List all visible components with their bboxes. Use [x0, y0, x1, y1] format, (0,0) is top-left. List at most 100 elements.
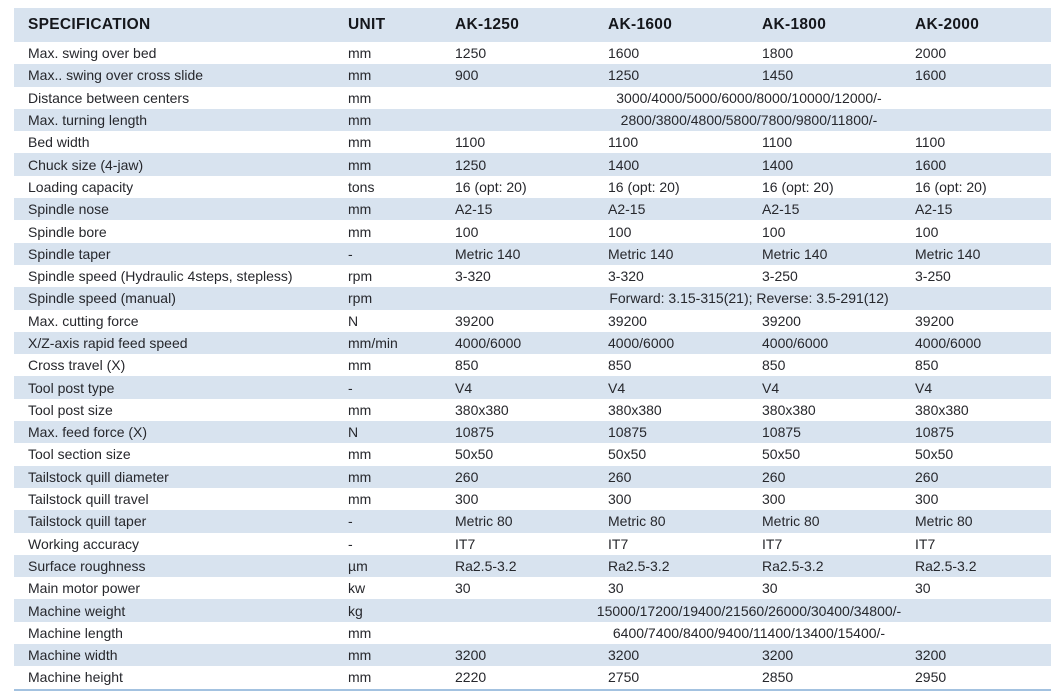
table-row: Tool post size mm 380x380 380x380 380x380 380…: [14, 399, 1051, 421]
spec-cell: Machine width: [28, 647, 118, 664]
value-cell: V4: [915, 379, 933, 396]
value-cell: 4000/6000: [608, 335, 675, 351]
value-cell: Metric 80: [762, 513, 820, 530]
value-cell: 1250: [455, 156, 487, 173]
value-cell: 300: [762, 491, 786, 508]
table-row: Machine length mm 6400/7400/8400/9400/1140…: [14, 622, 1051, 644]
table-row: Surface roughness µm Ra2.5-3.2 Ra2.5-3.2 Ra2…: [14, 554, 1051, 578]
spec-cell: Max. swing over bed: [28, 45, 157, 62]
unit-cell: mm: [348, 201, 372, 218]
unit-cell: mm/min: [348, 335, 398, 351]
table-row: Loading capacity tons 16 (opt: 20) 16 (opt:…: [14, 176, 1051, 198]
unit-cell: -: [348, 535, 353, 552]
value-cell: IT7: [762, 535, 783, 552]
spec-cell: Distance between centers: [28, 89, 190, 106]
value-cell: Ra2.5-3.2: [915, 557, 977, 574]
header-row: SPECIFICATION UNIT AK-1250 AK-1600 AK-1800 AK…: [14, 8, 1051, 42]
unit-cell: tons: [348, 178, 375, 195]
unit-cell: mm: [348, 67, 372, 84]
table-row: Distance between centers mm 3000/4000/5000…: [14, 87, 1051, 109]
unit-cell: mm: [348, 45, 372, 62]
table-row: Max. swing over bed mm 1250 1600 1800 2000: [14, 42, 1051, 64]
spec-cell: Machine weight: [28, 602, 126, 619]
merged-value-cell: 3000/4000/5000/6000/8000/10000/12000/-: [616, 89, 882, 106]
value-cell: 3-320: [455, 268, 491, 285]
unit-cell: mm: [348, 112, 372, 129]
value-cell: 4000/6000: [915, 335, 982, 351]
spec-cell: Cross travel (X): [28, 357, 126, 374]
spec-cell: Spindle speed (manual): [28, 290, 176, 307]
unit-cell: mm: [348, 357, 372, 374]
value-cell: 2000: [915, 45, 947, 62]
table-row: X/Z-axis rapid feed speed mm/min 4000/6000…: [14, 331, 1051, 355]
unit-cell: -: [348, 245, 353, 262]
value-cell: 2950: [915, 669, 947, 686]
value-cell: 30: [608, 580, 624, 597]
table-row: Machine weight kg 15000/17200/19400/21560/…: [14, 599, 1051, 622]
spec-cell: Tailstock quill taper: [28, 513, 147, 530]
value-cell: Metric 80: [455, 513, 513, 530]
value-cell: Ra2.5-3.2: [762, 557, 824, 574]
table-row: Working accuracy - IT7 IT7 IT7 IT7: [14, 533, 1051, 555]
value-cell: 260: [762, 468, 786, 485]
value-cell: 3200: [762, 647, 794, 664]
table-row: Bed width mm 1100 1100 1100 1100: [14, 131, 1051, 153]
unit-cell: µm: [348, 557, 368, 574]
unit-cell: mm: [348, 223, 372, 240]
value-cell: 100: [608, 223, 632, 240]
value-cell: 100: [915, 223, 939, 240]
merged-value-cell: 15000/17200/19400/21560/26000/30400/3480…: [596, 602, 902, 619]
value-cell: 850: [455, 357, 479, 374]
table-row: Spindle speed (manual) rpm Forward: 3.15-3…: [14, 287, 1051, 310]
spec-cell: Tool post size: [28, 401, 113, 418]
value-cell: 850: [608, 357, 632, 374]
value-cell: 3-320: [608, 268, 644, 285]
table-row: Spindle bore mm 100 100 100 100: [14, 220, 1051, 242]
value-cell: 1450: [762, 67, 794, 84]
unit-cell: -: [348, 513, 353, 530]
value-cell: 1100: [762, 134, 793, 151]
table-row: Tool section size mm 50x50 50x50 50x50 50x50: [14, 443, 1051, 465]
value-cell: Ra2.5-3.2: [455, 557, 517, 574]
value-cell: 50x50: [455, 446, 494, 463]
spec-cell: Chuck size (4-jaw): [28, 156, 144, 173]
value-cell: 39200: [915, 312, 954, 329]
value-cell: 16 (opt: 20): [762, 178, 834, 195]
spec-cell: Spindle nose: [28, 201, 109, 218]
value-cell: 3-250: [762, 268, 798, 285]
value-cell: 50x50: [915, 446, 954, 463]
value-cell: 1100: [455, 134, 486, 151]
unit-cell: rpm: [348, 290, 373, 307]
spec-cell: Bed width: [28, 134, 90, 151]
value-cell: 850: [915, 357, 939, 374]
unit-cell: mm: [348, 446, 372, 463]
value-cell: 1600: [915, 67, 947, 84]
spec-cell: Loading capacity: [28, 178, 134, 195]
value-cell: 300: [455, 491, 479, 508]
column-header: AK-2000: [907, 8, 1051, 42]
value-cell: 380x380: [455, 401, 509, 418]
spec-cell: Spindle taper: [28, 245, 111, 262]
value-cell: 300: [608, 491, 632, 508]
value-cell: Metric 80: [915, 513, 973, 530]
spec-cell: Max. turning length: [28, 112, 148, 129]
column-header: SPECIFICATION: [14, 8, 340, 42]
value-cell: 30: [915, 580, 931, 597]
value-cell: 10875: [915, 424, 954, 441]
value-cell: 1400: [762, 156, 794, 173]
table-row: Spindle nose mm A2-15 A2-15 A2-15 A2-15: [14, 198, 1051, 221]
value-cell: V4: [608, 379, 626, 396]
value-cell: 1250: [455, 45, 487, 62]
value-cell: A2-15: [762, 201, 800, 218]
value-cell: 260: [455, 468, 479, 485]
spec-table: SPECIFICATION UNIT AK-1250 AK-1600 AK-1800 AK…: [14, 8, 1051, 691]
value-cell: 2220: [455, 669, 487, 686]
value-cell: IT7: [455, 535, 476, 552]
value-cell: 260: [915, 468, 939, 485]
table-row: Machine width mm 3200 3200 3200 3200: [14, 644, 1051, 667]
column-header: UNIT: [340, 8, 447, 42]
value-cell: 39200: [608, 312, 647, 329]
unit-cell: mm: [348, 134, 372, 151]
value-cell: 39200: [455, 312, 494, 329]
spec-cell: Tailstock quill travel: [28, 491, 149, 508]
